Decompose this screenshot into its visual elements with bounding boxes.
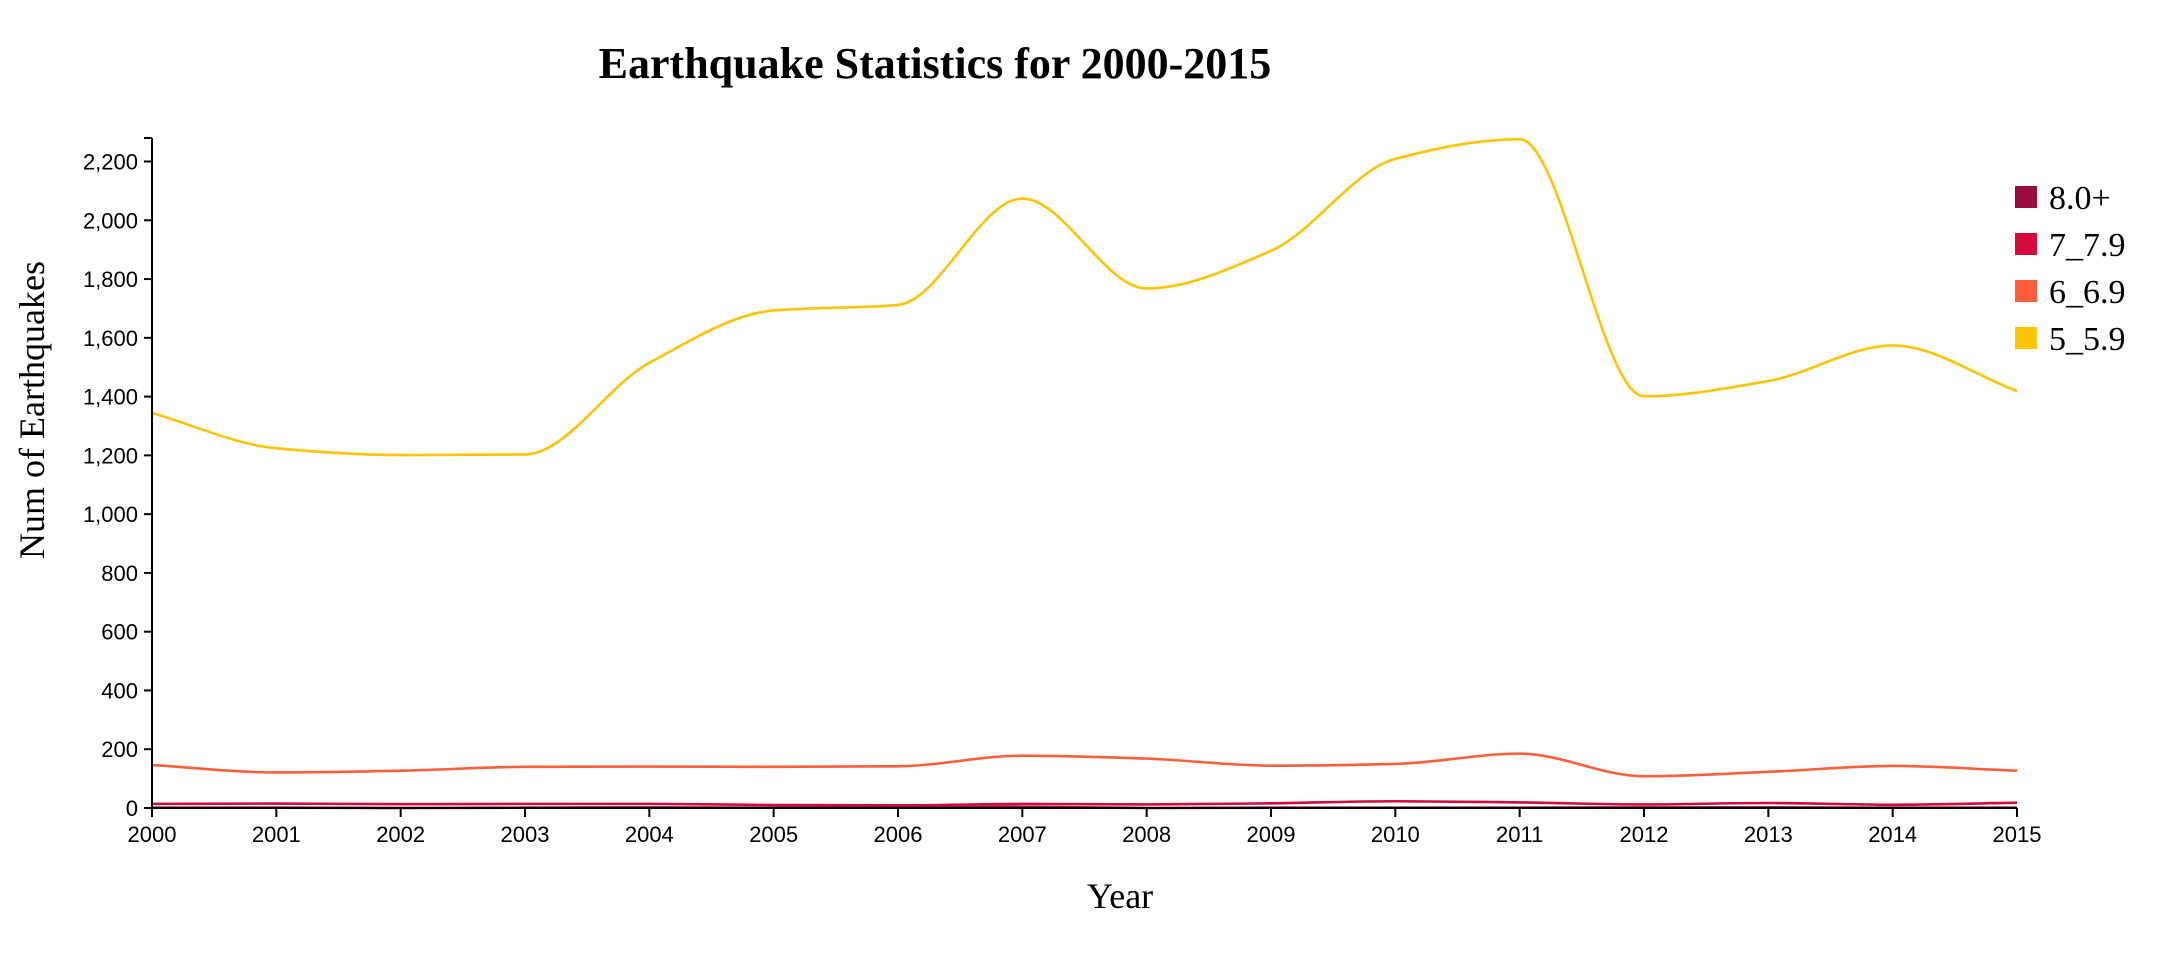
y-tick-label: 2,200 xyxy=(83,150,138,175)
y-tick-label: 800 xyxy=(101,561,138,586)
chart-title: Earthquake Statistics for 2000-2015 xyxy=(599,39,1272,88)
x-tick-label: 2008 xyxy=(1122,822,1171,847)
x-axis: 2000 2001 2002 2003 2004 2005 2006 2007 2008 2009… xyxy=(128,807,2042,847)
x-tick-label: 2001 xyxy=(252,822,301,847)
y-tick-label: 2,000 xyxy=(83,208,138,233)
series-line-7_7.9 xyxy=(151,799,2018,807)
series-line-6_6.9 xyxy=(151,752,2018,778)
x-tick-label: 2011 xyxy=(1496,822,1543,847)
y-axis: 0 200 400 600 800 1,000 1,200 1,400 1,600 1,800 2,… xyxy=(83,137,153,821)
plot-area: 0 200 400 600 800 1,000 1,200 1,400 1,600 1,800 2,… xyxy=(83,137,2042,847)
y-tick-label: 1,000 xyxy=(83,502,138,527)
series-line-5_5.9 xyxy=(151,137,2018,457)
legend-swatch xyxy=(2015,233,2037,255)
x-tick-label: 2007 xyxy=(998,822,1047,847)
x-tick-label: 2012 xyxy=(1620,822,1669,847)
legend-label: 6_6.9 xyxy=(2049,274,2126,311)
legend-label: 7_7.9 xyxy=(2049,227,2126,264)
x-tick-label: 2014 xyxy=(1868,822,1917,847)
legend-swatch xyxy=(2015,280,2037,302)
x-tick-label: 2006 xyxy=(874,822,923,847)
y-axis-label: Num of Earthquakes xyxy=(12,261,52,559)
legend-label: 8.0+ xyxy=(2049,180,2111,217)
x-axis-label: Year xyxy=(1087,876,1153,916)
legend-swatch xyxy=(2015,327,2037,349)
y-tick-label: 400 xyxy=(101,678,138,703)
x-tick-label: 2005 xyxy=(749,822,798,847)
x-tick-label: 2010 xyxy=(1371,822,1420,847)
x-tick-label: 2002 xyxy=(376,822,425,847)
x-tick-label: 2013 xyxy=(1744,822,1793,847)
x-tick-label: 2009 xyxy=(1247,822,1296,847)
legend-swatch xyxy=(2015,186,2037,208)
x-tick-label: 2003 xyxy=(501,822,550,847)
y-tick-label: 1,200 xyxy=(83,443,138,468)
legend-label: 5_5.9 xyxy=(2049,321,2126,358)
y-tick-label: 200 xyxy=(101,737,138,762)
y-tick-label: 1,600 xyxy=(83,326,138,351)
x-tick-label: 2000 xyxy=(128,822,177,847)
legend-item: 6_6.9 xyxy=(2015,274,2126,311)
legend: 8.0+ 7_7.9 6_6.9 5_5.9 xyxy=(2015,180,2126,358)
y-tick-label: 600 xyxy=(101,620,138,645)
y-tick-label: 1,400 xyxy=(83,385,138,410)
legend-item: 7_7.9 xyxy=(2015,227,2126,264)
series-lines xyxy=(151,137,2018,810)
y-tick-label: 1,800 xyxy=(83,267,138,292)
y-tick-label: 0 xyxy=(126,796,138,821)
x-tick-label: 2015 xyxy=(1993,822,2042,847)
legend-item: 8.0+ xyxy=(2015,180,2111,217)
x-tick-label: 2004 xyxy=(625,822,674,847)
legend-item: 5_5.9 xyxy=(2015,321,2126,358)
